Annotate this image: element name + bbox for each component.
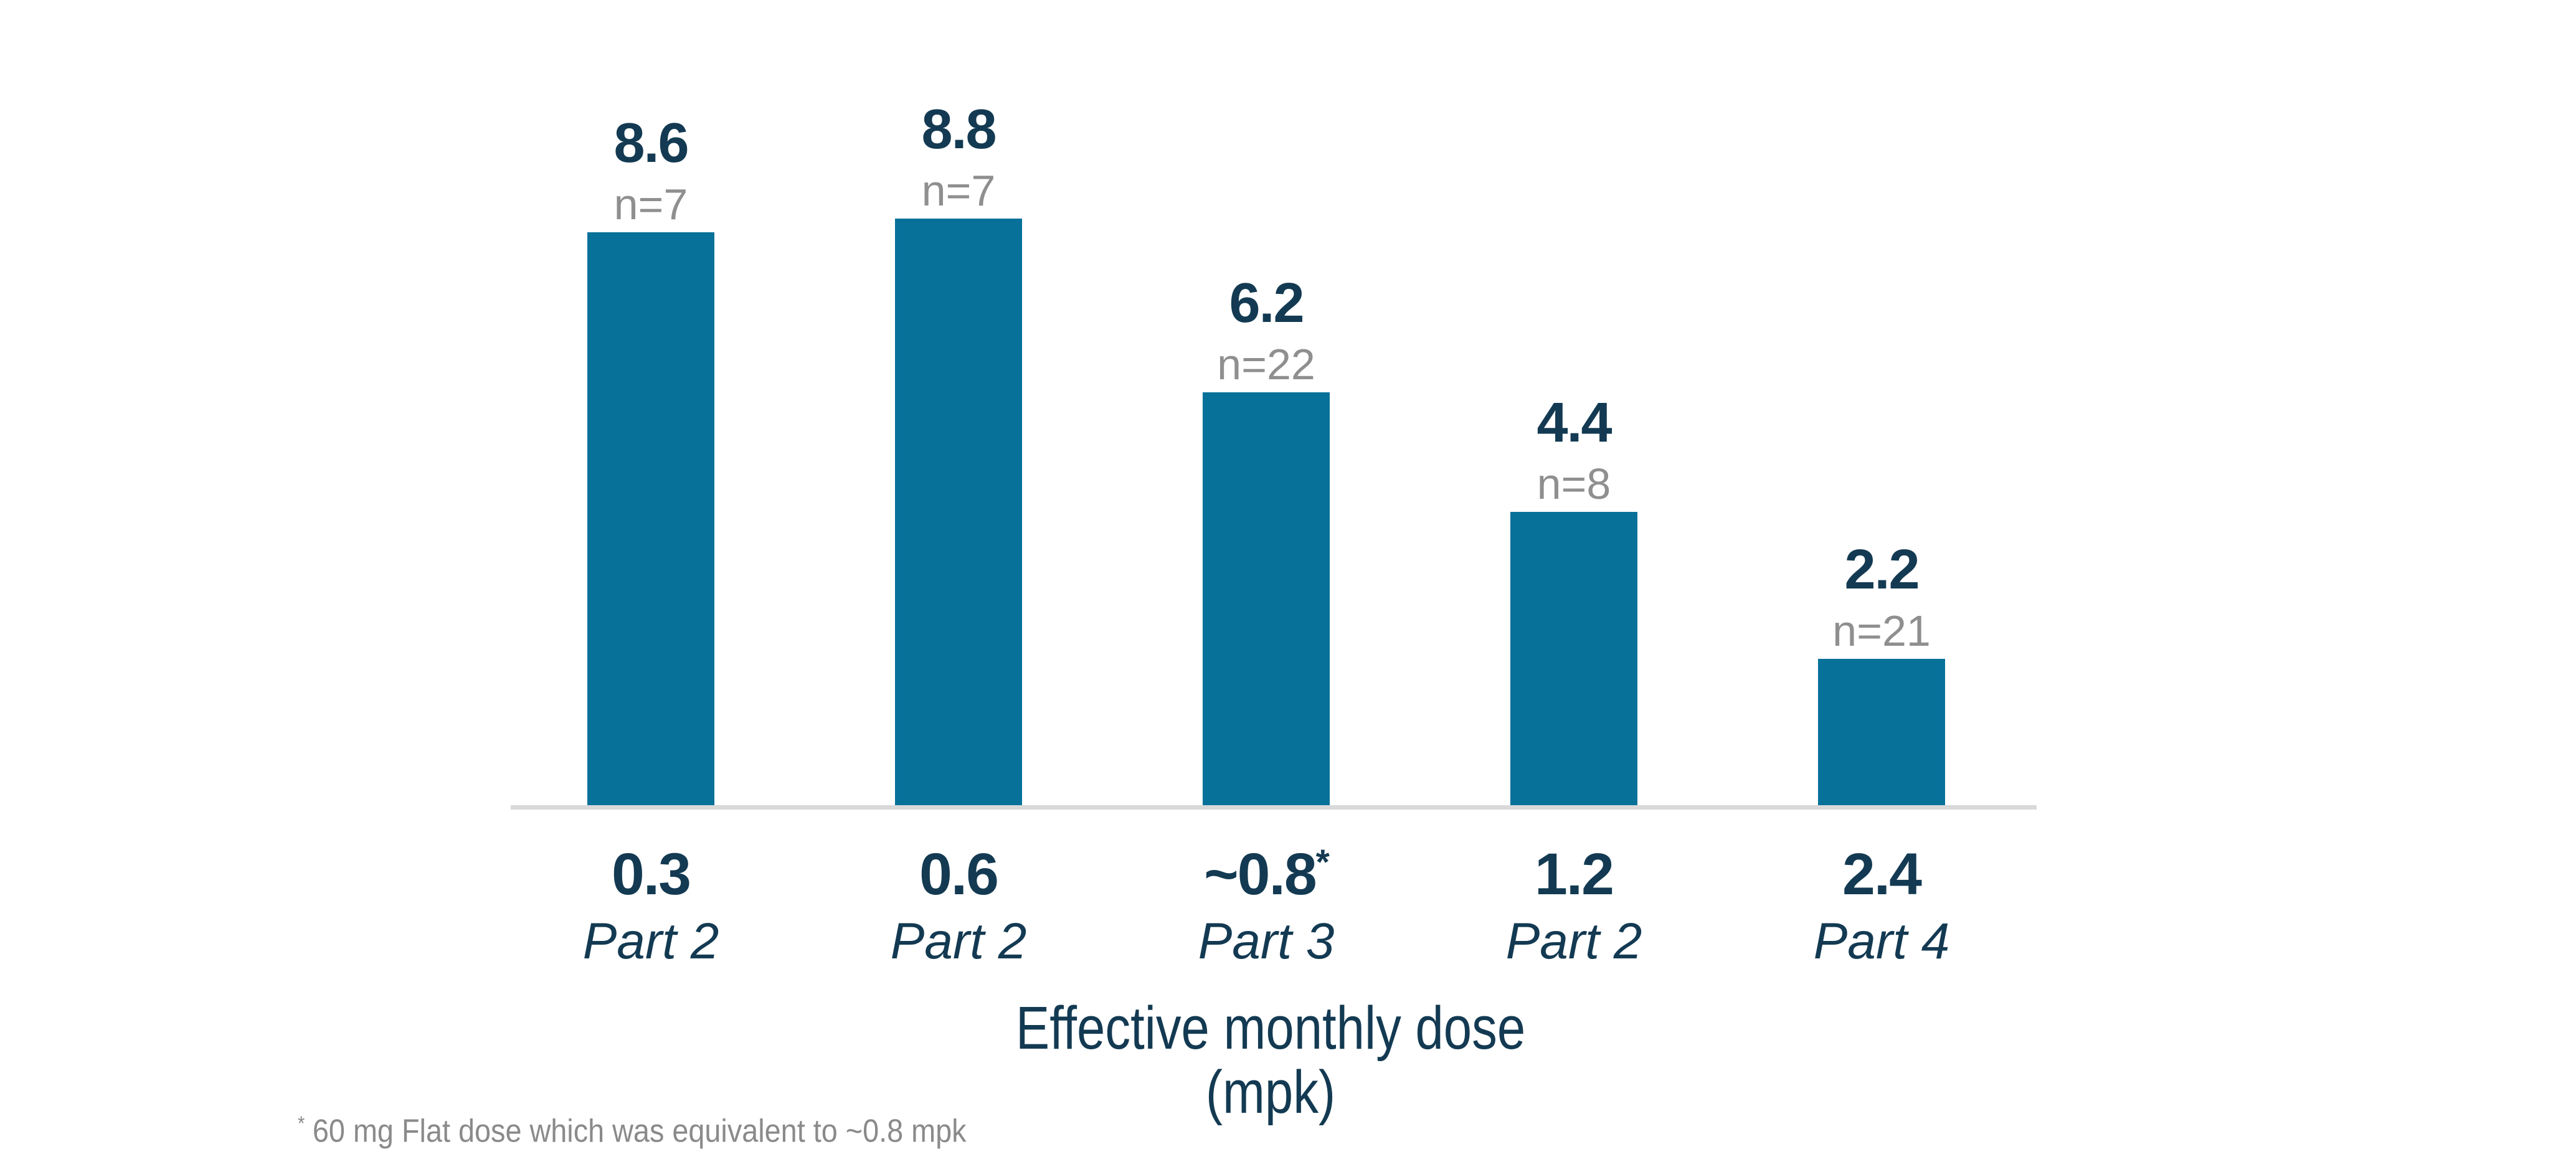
n-count-label: n=8 bbox=[1537, 460, 1611, 508]
x-axis-title-line2: (mpk) bbox=[1205, 1057, 1336, 1126]
x-tick-group-1: 0.3 Part 2 bbox=[497, 842, 805, 976]
value-label: 2.2 bbox=[1844, 539, 1920, 601]
value-label: 8.8 bbox=[921, 98, 997, 161]
bar bbox=[587, 232, 714, 805]
x-axis-title: Effective monthly dose (mpk) bbox=[852, 996, 1689, 1125]
n-count-label: n=7 bbox=[613, 180, 688, 229]
bar-group-2: 8.8 n=7 bbox=[805, 0, 1112, 805]
bar-group-4: 4.4 n=8 bbox=[1420, 0, 1728, 805]
footnote: * 60 mg Flat dose which was equivalent to… bbox=[298, 1112, 967, 1150]
bar bbox=[1510, 512, 1637, 805]
bar-group-3: 6.2 n=22 bbox=[1112, 0, 1420, 805]
value-label: 6.2 bbox=[1229, 272, 1304, 334]
x-tick-group-5: 2.4 Part 4 bbox=[1728, 842, 2035, 976]
dose-label: 2.4 bbox=[1842, 841, 1922, 907]
n-count-label: n=21 bbox=[1832, 607, 1931, 655]
part-label: Part 2 bbox=[1505, 912, 1642, 970]
bar-group-1: 8.6 n=7 bbox=[497, 0, 805, 805]
part-label: Part 3 bbox=[1198, 912, 1335, 970]
bar bbox=[895, 219, 1022, 805]
n-count-label: n=22 bbox=[1217, 340, 1315, 389]
value-label: 8.6 bbox=[613, 112, 689, 174]
x-axis-line bbox=[511, 805, 2037, 810]
x-tick-group-4: 1.2 Part 2 bbox=[1420, 842, 1728, 976]
value-label: 4.4 bbox=[1537, 392, 1612, 454]
part-label: Part 2 bbox=[890, 912, 1027, 970]
dose-label: 0.3 bbox=[611, 841, 691, 907]
dose-label: ~0.8* bbox=[1204, 841, 1330, 907]
x-axis-title-line1: Effective monthly dose bbox=[1015, 994, 1526, 1062]
x-tick-group-2: 0.6 Part 2 bbox=[805, 842, 1112, 976]
footnote-text: 60 mg Flat dose which was equivalent to … bbox=[312, 1113, 967, 1150]
dose-label: 0.6 bbox=[919, 841, 999, 907]
n-count-label: n=7 bbox=[921, 166, 996, 215]
bar bbox=[1203, 392, 1330, 805]
bar-group-5: 2.2 n=21 bbox=[1728, 0, 2035, 805]
dose-label: 1.2 bbox=[1534, 841, 1614, 907]
part-label: Part 2 bbox=[582, 912, 719, 970]
footnote-asterisk-marker: * bbox=[298, 1112, 305, 1135]
bar bbox=[1818, 659, 1945, 805]
asterisk-marker: * bbox=[1315, 842, 1330, 882]
part-label: Part 4 bbox=[1813, 912, 1950, 970]
x-tick-group-3: ~0.8* Part 3 bbox=[1112, 842, 1420, 976]
